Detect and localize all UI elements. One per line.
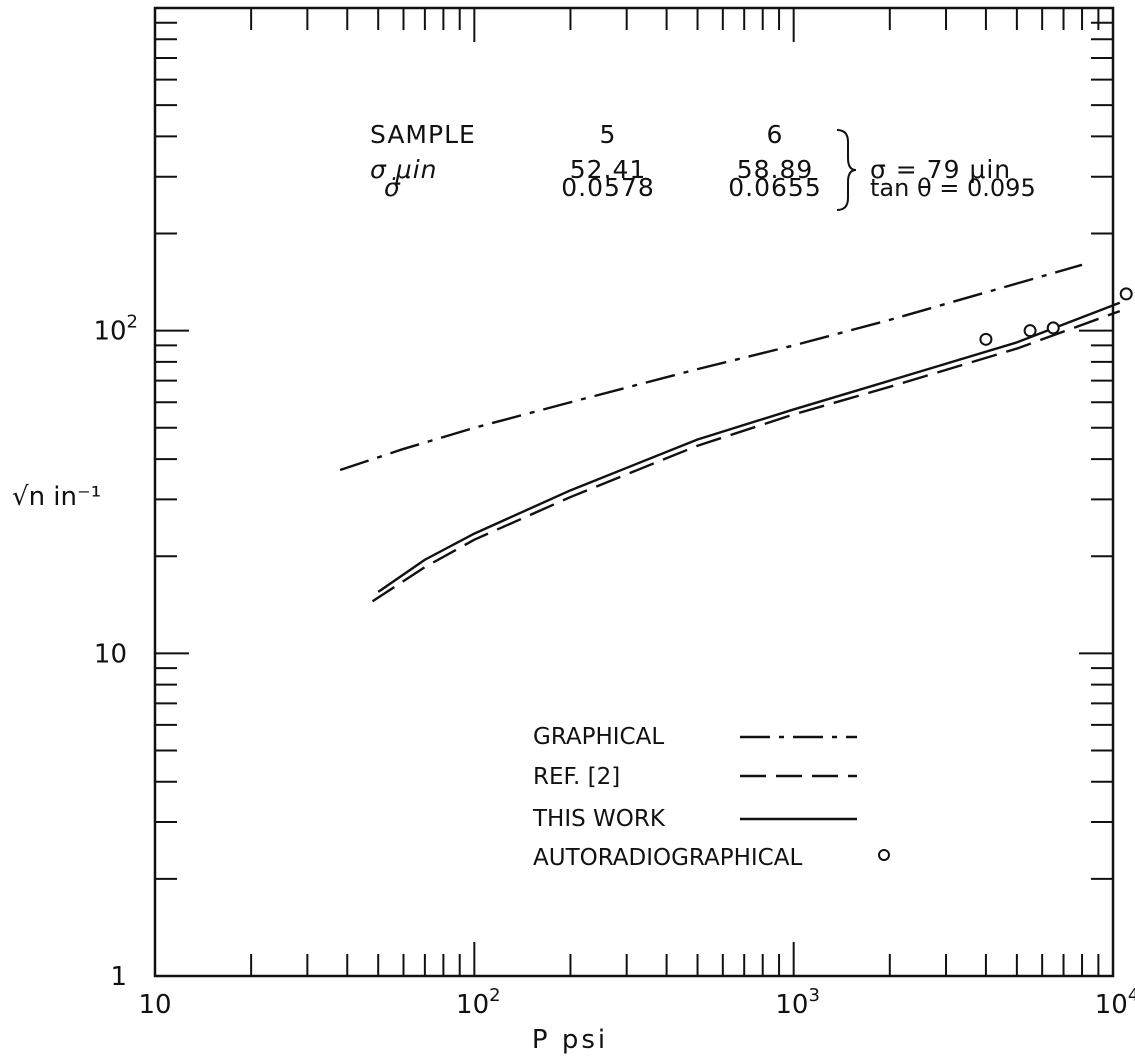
legend: GRAPHICAL REF. [2] THIS WORK AUTORADIOGR… <box>532 724 890 871</box>
annotation-table: SAMPLE 5 6 σ μin 52.41 58.89 σ̇ 0.0578 0… <box>370 120 1036 211</box>
legend-marker-autoradiographical <box>878 849 890 861</box>
x-tick-label: 103 <box>775 985 820 1020</box>
table-row-sigmadot-label: σ̇ <box>384 173 401 202</box>
table-header-sample-5: 5 <box>600 120 617 149</box>
point-autoradiographical <box>1023 324 1037 338</box>
table-combined-tan-theta: tan θ = 0.095 <box>870 174 1036 202</box>
x-tick-labels: 10 102 103 104 <box>138 985 1135 1020</box>
y-tick-label: 1 <box>110 962 127 992</box>
point-autoradiographical <box>1046 321 1060 335</box>
table-brace <box>836 129 857 211</box>
y-tick-label: 102 <box>93 312 138 347</box>
series-line-ref-2 <box>371 309 1121 603</box>
table-combined-sigma: σ = 79 μin <box>870 155 1011 184</box>
table-row-sigmadot-value-5: 0.0578 <box>561 173 654 202</box>
table-header-sample-6: 6 <box>767 120 784 149</box>
series-line-graphical <box>339 263 1083 472</box>
plot-frame <box>153 6 1115 978</box>
table-row-sigma-value-5: 52.41 <box>570 155 647 184</box>
x-tick-label: 102 <box>456 985 501 1020</box>
table-row-sigmadot-value-6: 0.0655 <box>728 173 821 202</box>
legend-label-graphical: GRAPHICAL <box>533 724 664 750</box>
y-tick-labels: 1 10 102 <box>93 312 138 992</box>
y-axis-label: √n in⁻¹ <box>12 482 101 512</box>
x-tick-label: 10 <box>138 990 171 1020</box>
x-axis-label: P psi <box>532 1025 608 1055</box>
table-row-sigma-label: σ μin <box>370 155 438 184</box>
x-tick-label: 104 <box>1095 985 1135 1020</box>
table-row-sigma-value-6: 58.89 <box>737 155 814 184</box>
legend-label-this-work: THIS WORK <box>532 806 666 832</box>
series-line-this-work <box>377 301 1121 593</box>
legend-label-autoradiographical: AUTORADIOGRAPHICAL <box>533 845 802 871</box>
point-autoradiographical <box>979 332 993 346</box>
table-header-label: SAMPLE <box>370 120 476 149</box>
legend-label-ref2: REF. [2] <box>533 764 620 790</box>
point-autoradiographical <box>1119 287 1133 301</box>
axis-ticks <box>155 8 1113 976</box>
y-tick-label: 10 <box>94 639 127 669</box>
series-layer <box>339 263 1133 603</box>
